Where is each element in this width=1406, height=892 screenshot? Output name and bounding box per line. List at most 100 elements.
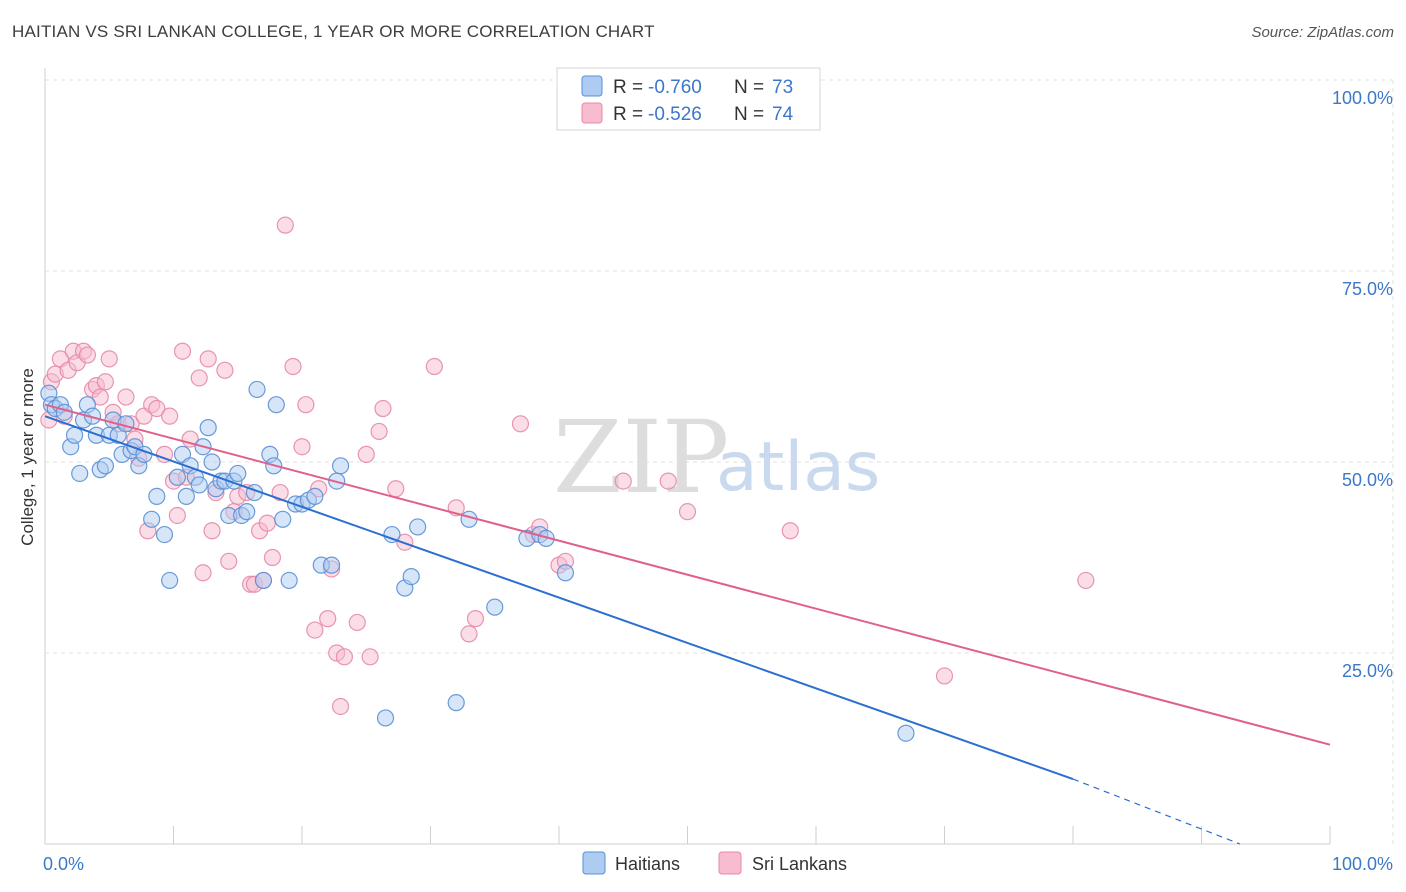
trend-line-haitians-extension (1072, 778, 1241, 845)
srilankan-point (117, 388, 135, 406)
legend-srilankan-r-label: R = (613, 104, 643, 125)
haitian-point (331, 457, 350, 475)
srilankan-point (293, 438, 311, 456)
srilankan-point (460, 625, 478, 643)
haitian-point (486, 598, 504, 616)
srilankan-point (319, 610, 337, 628)
trend-line-haitians (44, 415, 1074, 781)
haitian-point (267, 396, 285, 414)
srilankan-point (173, 342, 192, 360)
haitian-point (168, 468, 186, 486)
srilankan-point (220, 552, 238, 570)
top-legend: R = -0.760 N = 73 R = -0.526 N = 74 (556, 67, 821, 131)
srilankan-point (370, 422, 388, 441)
srilankan-point (935, 667, 954, 685)
legend-srilankan-r-value: -0.526 (648, 104, 702, 125)
haitian-point (280, 571, 298, 590)
haitian-point (274, 510, 292, 528)
srilankan-point (100, 350, 118, 368)
haitian-point (155, 525, 174, 544)
haitian-point (161, 571, 179, 590)
srilankan-point (387, 480, 405, 498)
watermark-zip: ZIP (553, 399, 729, 516)
srilankan-point (155, 445, 174, 463)
haitian-point (376, 709, 395, 727)
srilankan-point (297, 396, 315, 414)
watermark-atlas: atlas (716, 428, 880, 507)
srilankan-point (263, 548, 282, 567)
axes (44, 68, 1331, 845)
haitian-point (203, 453, 221, 471)
srilankan-point (276, 216, 294, 234)
y-tick-label: 25.0% (1342, 661, 1393, 681)
haitian-point (148, 487, 166, 505)
srilankan-point (190, 369, 208, 387)
bottom-legend: Haitians Sri Lankans (582, 851, 847, 875)
srilankan-point (306, 621, 324, 639)
haitian-point (383, 525, 401, 544)
haitian-point (177, 487, 195, 505)
haitian-point (897, 724, 915, 742)
haitian-point (402, 567, 420, 586)
legend-haitian-n-label: N = (734, 77, 764, 98)
haitian-point (190, 476, 208, 494)
haitian-point (306, 487, 324, 505)
haitian-point (55, 403, 73, 421)
source-credit: Source: ZipAtlas.com (1251, 24, 1394, 41)
y-tick-label: 100.0% (1332, 88, 1393, 108)
haitian-point (322, 556, 341, 574)
srilankan-point (659, 472, 677, 490)
x-tick-label-min: 0.0% (43, 854, 84, 874)
srilankan-point (91, 388, 109, 406)
haitian-point (248, 380, 266, 399)
legend-haitian-r-value: -0.760 (648, 77, 702, 98)
srilankan-point (357, 445, 375, 463)
watermark: ZIP atlas (553, 399, 880, 516)
srilankan-point (78, 346, 97, 364)
srilankan-point (199, 350, 217, 368)
haitian-point (254, 571, 273, 590)
haitian-point (409, 518, 427, 536)
haitian-point (238, 503, 256, 521)
bottom-legend-haitian-swatch (582, 851, 606, 875)
x-tick-labels: 0.0% 100.0% (43, 854, 1393, 874)
srilankan-point (614, 472, 632, 490)
y-axis-label: College, 1 year or more (18, 368, 37, 546)
y-tick-labels: 25.0% 50.0% 75.0% 100.0% (1332, 88, 1393, 681)
legend-haitian-swatch (581, 75, 603, 97)
legend-haitian-r-label: R = (613, 77, 643, 98)
srilankan-point (511, 415, 530, 433)
haitian-point (96, 457, 114, 475)
haitian-point (199, 419, 217, 437)
haitian-point (229, 464, 247, 483)
legend-srilankan-n-label: N = (734, 104, 764, 125)
srilankan-point (425, 357, 443, 376)
y-tick-label: 75.0% (1342, 279, 1393, 299)
srilankan-point (271, 483, 289, 502)
haitian-point (65, 426, 84, 444)
chart-title: HAITIAN VS SRI LANKAN COLLEGE, 1 YEAR OR… (12, 22, 655, 41)
legend-srilankan-swatch (581, 102, 603, 124)
srilankan-point (258, 514, 276, 532)
bottom-legend-srilankan-label: Sri Lankans (752, 854, 847, 874)
srilankan-point (1077, 571, 1095, 590)
srilankan-point (331, 697, 350, 716)
y-tick-label: 50.0% (1342, 470, 1393, 490)
srilankan-point (678, 503, 697, 521)
srilankan-point (194, 564, 212, 582)
haitian-point (447, 694, 465, 712)
srilankan-point (361, 648, 379, 666)
bottom-legend-srilankan-swatch (718, 851, 742, 875)
srilankan-point (466, 610, 485, 628)
legend-srilankan-n-value: 74 (772, 104, 794, 125)
trend-line-srilankans (44, 403, 1331, 746)
trend-lines (44, 403, 1331, 845)
srilankan-point (335, 648, 354, 666)
srilankan-point (168, 506, 186, 525)
srilankan-point (161, 407, 179, 425)
srilankan-point (284, 357, 302, 376)
haitian-point (143, 510, 161, 528)
srilankan-point (348, 613, 366, 632)
srilankan-point (148, 399, 166, 418)
